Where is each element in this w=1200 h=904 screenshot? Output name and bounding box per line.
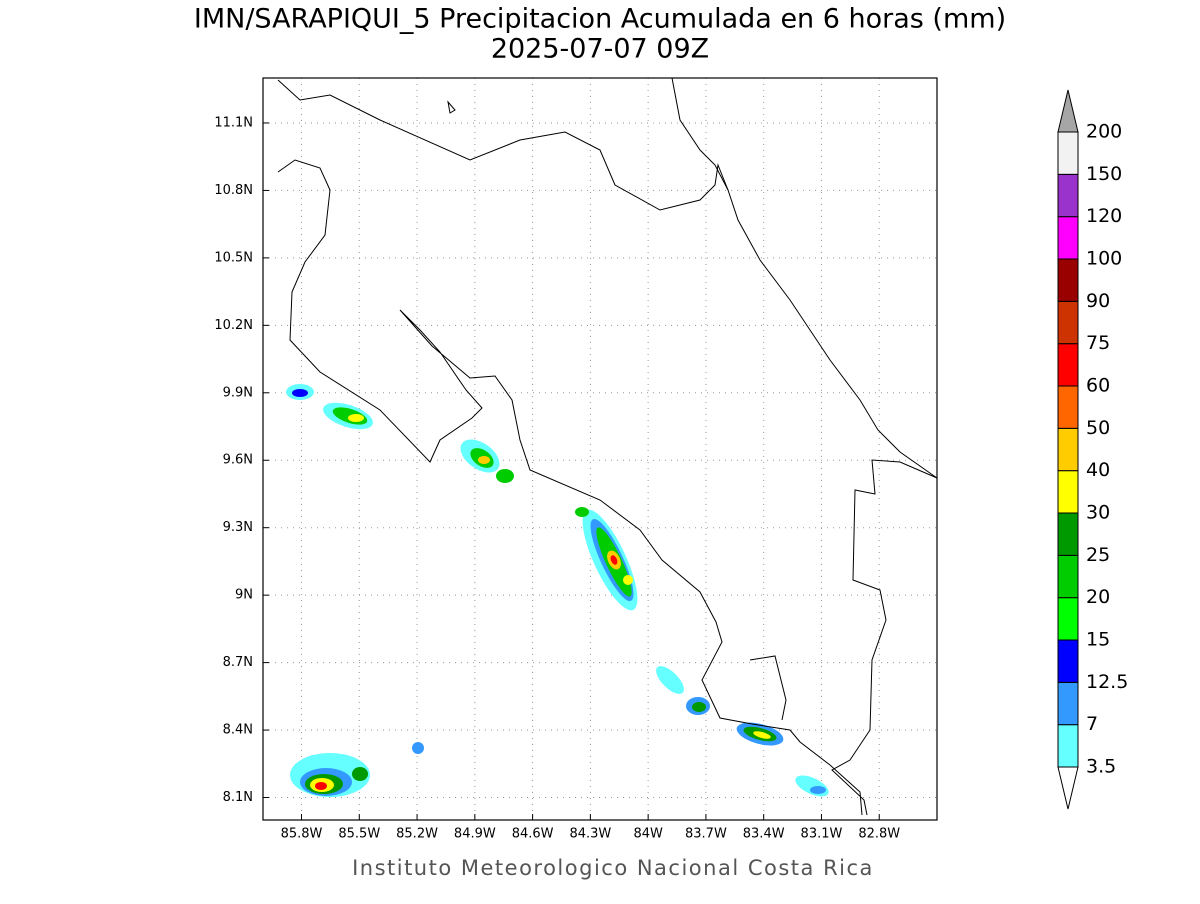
colorbar-label: 30 xyxy=(1086,502,1110,524)
colorbar-label: 20 xyxy=(1086,586,1110,608)
precip-area xyxy=(753,731,771,739)
y-tick-label: 10.5N xyxy=(214,250,253,265)
coastline xyxy=(277,159,863,816)
colorbar-segment xyxy=(1057,300,1079,345)
colorbar-label: 40 xyxy=(1086,459,1110,481)
colorbar-label: 120 xyxy=(1086,205,1122,227)
coastline xyxy=(749,655,787,721)
coastlines xyxy=(277,77,938,816)
border xyxy=(831,459,938,816)
x-tick-label: 85.5W xyxy=(338,827,380,842)
x-tick-label: 82.8W xyxy=(858,827,900,842)
x-tick-label: 85.8W xyxy=(281,827,323,842)
colorbar-label: 25 xyxy=(1086,544,1110,566)
colorbar-segment xyxy=(1057,512,1079,556)
colorbar-segment xyxy=(1057,597,1079,641)
title: IMN/SARAPIQUI_5 Precipitacion Acumulada … xyxy=(194,4,1006,35)
footer: Instituto Meteorologico Nacional Costa R… xyxy=(352,856,874,880)
colorbar-label: 100 xyxy=(1086,248,1122,270)
x-tick-label: 84.6W xyxy=(512,827,554,842)
colorbar-over xyxy=(1057,89,1079,133)
colorbar-segment xyxy=(1057,131,1079,175)
precip-area xyxy=(656,666,684,694)
precip-area xyxy=(412,742,424,754)
colorbar-segment xyxy=(1057,724,1079,768)
map-frame xyxy=(262,77,938,821)
colorbar-segment xyxy=(1057,470,1079,514)
y-tick-label: 9N xyxy=(235,588,253,603)
colorbar-label: 75 xyxy=(1086,332,1110,354)
precip-area xyxy=(810,786,826,794)
colorbar-segment xyxy=(1057,258,1079,302)
precip-area xyxy=(610,555,618,565)
colorbar-label: 200 xyxy=(1086,121,1122,143)
colorbar-label: 150 xyxy=(1086,163,1122,185)
precip-area xyxy=(315,782,327,790)
x-tick-label: 83.4W xyxy=(743,827,785,842)
y-tick-label: 11.1N xyxy=(214,115,253,130)
colorbar-segment xyxy=(1057,343,1079,387)
y-tick-label: 10.2N xyxy=(214,318,253,333)
x-tick-label: 85.2W xyxy=(396,827,438,842)
border xyxy=(277,79,729,211)
colorbar-label: 7 xyxy=(1086,713,1098,735)
precip-area xyxy=(478,456,490,464)
precip-area xyxy=(292,389,308,397)
y-tick-label: 9.6N xyxy=(223,453,253,468)
colorbar: 3.5 7 12.5 15 20 25 30 40 50 60 75 90 100 120 150 200 xyxy=(1057,89,1128,810)
precip-area xyxy=(352,767,368,781)
precip-area xyxy=(623,575,633,585)
colorbar-segment xyxy=(1057,427,1079,472)
colorbar-label: 15 xyxy=(1086,629,1110,651)
precip-area xyxy=(692,702,706,712)
precip-area xyxy=(575,507,589,517)
y-tick-label: 8.4N xyxy=(223,723,253,738)
coastline xyxy=(671,77,938,479)
colorbar-label: 90 xyxy=(1086,290,1110,312)
y-tick-label: 10.8N xyxy=(214,183,253,198)
precip-area xyxy=(496,469,514,483)
colorbar-segment xyxy=(1057,385,1079,429)
y-tick-label: 9.9N xyxy=(223,385,253,400)
x-tick-label: 84W xyxy=(633,827,663,842)
colorbar-label: 3.5 xyxy=(1086,756,1116,778)
subtitle: 2025-07-07 09Z xyxy=(491,34,709,65)
colorbar-segment xyxy=(1057,173,1079,218)
x-tick-label: 84.3W xyxy=(569,827,611,842)
precipitation xyxy=(286,384,829,797)
colorbar-segment xyxy=(1057,216,1079,260)
y-tick-label: 9.3N xyxy=(223,520,253,535)
colorbar-label: 50 xyxy=(1086,417,1110,439)
colorbar-segment xyxy=(1057,554,1079,599)
y-tick-label: 8.7N xyxy=(223,655,253,670)
colorbar-segment xyxy=(1057,639,1079,683)
x-tick-label: 83.1W xyxy=(801,827,843,842)
colorbar-segment xyxy=(1057,681,1079,726)
precip-area xyxy=(348,414,364,422)
y-tick-label: 8.1N xyxy=(223,790,253,805)
x-tick-label: 84.9W xyxy=(454,827,496,842)
x-tick-label: 83.7W xyxy=(685,827,727,842)
colorbar-label: 60 xyxy=(1086,375,1110,397)
colorbar-under xyxy=(1057,766,1079,810)
colorbar-label: 12.5 xyxy=(1086,671,1128,693)
island xyxy=(447,100,456,114)
